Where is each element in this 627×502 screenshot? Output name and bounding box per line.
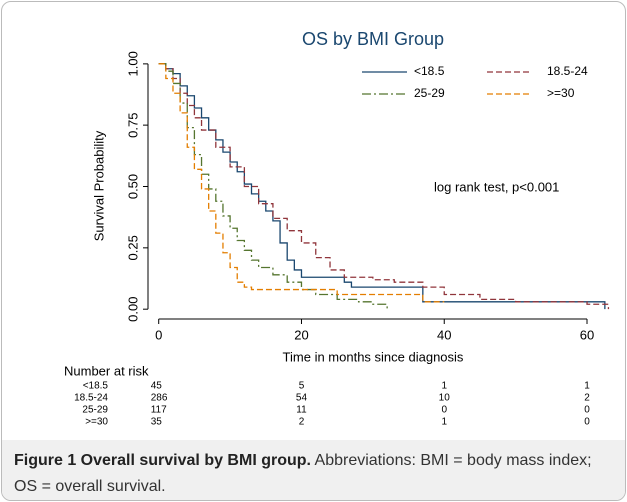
annotation: log rank test, p<0.001 (434, 179, 559, 194)
risk-row-label: 25-29 (82, 405, 108, 416)
risk-count: 1 (441, 417, 447, 428)
legend-label: 25-29 (414, 86, 445, 100)
chart: OS by BMI Group Time in months since dia… (64, 29, 610, 428)
risk-count: 5 (299, 381, 305, 392)
chart-title: OS by BMI Group (302, 29, 444, 49)
risk-count: 10 (439, 393, 451, 404)
risk-count: 0 (584, 405, 590, 416)
risk-count: 45 (151, 381, 163, 392)
y-tick-label: 0.25 (125, 235, 140, 260)
y-axis-label: Survival Probability (91, 130, 106, 241)
survival-curve (158, 63, 610, 310)
legend-label: >=30 (547, 86, 575, 100)
risk-row-label: 18.5-24 (74, 393, 108, 404)
y-tick-label: 0.00 (125, 297, 140, 322)
x-tick-label: 0 (155, 327, 162, 342)
risk-count: 0 (584, 417, 590, 428)
legend-label: <18.5 (414, 64, 445, 78)
risk-count: 117 (151, 405, 167, 416)
risk-count: 0 (441, 405, 447, 416)
risk-count: 1 (441, 381, 447, 392)
survival-curve (158, 63, 606, 310)
risk-count: 2 (299, 417, 305, 428)
risk-count: 286 (151, 393, 168, 404)
x-tick-label: 40 (437, 327, 451, 342)
risk-row-label: >=30 (85, 417, 108, 428)
survival-curve (158, 63, 445, 303)
x-axis-label: Time in months since diagnosis (283, 349, 464, 364)
x-tick-label: 20 (294, 327, 308, 342)
y-tick-label: 1.00 (125, 51, 140, 76)
risk-count: 1 (584, 381, 590, 392)
legend-label: 18.5-24 (547, 64, 588, 78)
caption-body: Abbreviations: BMI = body mass index; OS… (14, 452, 592, 495)
y-tick-label: 0.50 (125, 174, 140, 199)
caption-bold: Figure 1 Overall survival by BMI group. (14, 452, 311, 469)
risk-count: 11 (296, 405, 307, 416)
risk-count: 54 (296, 393, 308, 404)
risk-title: Number at risk (64, 363, 149, 378)
y-tick-label: 0.75 (125, 113, 140, 138)
survival-curve (158, 63, 388, 310)
caption: Figure 1 Overall survival by BMI group. … (2, 440, 625, 500)
risk-row-label: <18.5 (83, 381, 109, 392)
x-tick-label: 60 (580, 327, 594, 342)
risk-count: 35 (151, 417, 163, 428)
caption-text: Figure 1 Overall survival by BMI group. … (2, 440, 625, 500)
risk-count: 2 (584, 393, 590, 404)
